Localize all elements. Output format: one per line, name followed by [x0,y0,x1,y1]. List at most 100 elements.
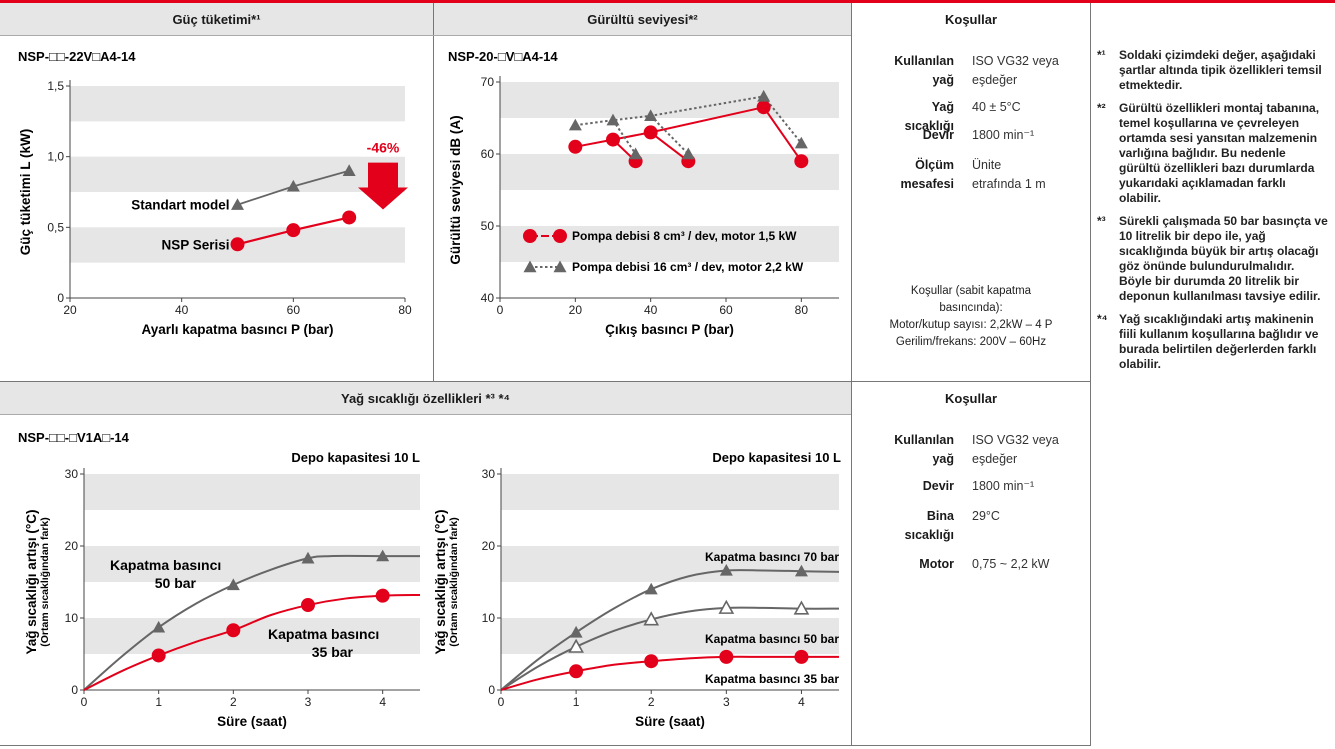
x-tick-label: 4 [379,695,386,709]
data-point [794,649,809,664]
oil-chart-left: 0 1 2 3 4 0 10 20 30 Süre (saat) Yağ sıcaklığı art… [18,430,421,729]
series-curve [500,606,840,691]
condition-key: Motor [919,557,954,571]
y-tick-label: 10 [482,611,496,625]
x-axis-label: Ayarlı kapatma basıncı P (bar) [141,322,333,337]
x-axis-label: Süre (saat) [635,714,705,729]
series-label: 35 bar [312,644,354,660]
data-point [342,210,357,225]
series-label: Kapatma basıncı [268,626,379,642]
chart-subtitle: Depo kapasitesi 10 L [291,450,420,465]
conditions-bottom-header: Koşullar [852,382,1090,414]
data-point [376,549,390,562]
series-label: NSP Serisi [161,237,229,252]
y-tick-label: 50 [481,219,495,233]
y-axis-sublabel: (Ortam sıcaklığından fark) [448,517,460,647]
legend-label: Pompa debisi 16 cm³ / dev, motor 2,2 kW [572,260,804,274]
footer-line: basıncında): [939,302,1003,314]
data-point [629,147,643,160]
x-tick-label: 0 [498,695,505,709]
series-line [575,95,764,127]
footnote-2: *² Gürültü özellikleri montaj tabanına, t… [1097,101,1329,206]
x-tick-label: 20 [569,303,583,317]
grid-band [84,618,420,654]
y-tick-label: 0 [71,683,78,697]
condition-key: Devir [922,479,954,493]
oil-chart-right: 0 1 2 3 4 0 10 20 30 Süre (saat) Yağ sıcaklığı art… [433,450,841,729]
condition-value: 29°C [972,509,1000,523]
data-point [568,118,582,131]
data-point [569,625,583,638]
y-tick-label: 0 [488,683,495,697]
footer-line: Koşullar (sabit kapatma [910,285,1032,297]
grid-band [500,154,839,190]
series-curve [83,554,420,691]
drop-line [650,131,689,162]
legend-label: Pompa debisi 8 cm³ / dev, motor 1,5 kW [572,229,797,243]
footnote-mark: *³ [1097,214,1106,228]
conditions-top: Kullanılan yağ ISO VG32 veya eşdeğer Yağ sıca… [852,36,1090,381]
series-label: Kapatma basıncı 70 bar [705,550,839,564]
y-axis-label: Yağ sıcaklığı artışı (°C) [433,510,448,655]
reduction-arrow [358,162,408,210]
legend-marker [553,229,567,243]
y-tick-label: 0 [57,291,64,305]
y-axis-label: Güç tüketimi L (kW) [18,129,33,256]
data-point [151,648,166,663]
data-point [286,179,300,192]
data-point [681,147,695,160]
data-point [793,600,810,615]
footnote-text: Sürekli çalışmada 50 bar basınçta ve 10 … [1119,214,1328,303]
data-point [342,164,356,176]
data-point [794,154,809,169]
data-point [569,664,584,679]
x-axis-label: Süre (saat) [217,714,287,729]
x-tick-label: 3 [305,695,312,709]
footnote-mark: *¹ [1097,48,1106,62]
x-tick-label: 60 [287,303,301,317]
drop-line [612,119,637,155]
chart-subtitle: Depo kapasitesi 10 L [712,450,841,465]
x-tick-label: 3 [723,695,730,709]
series-curve [83,593,421,691]
y-tick-label: 0,5 [47,220,64,234]
data-point [643,125,658,140]
footer-line: Gerilim/frekans: 200V – 60Hz [895,336,1047,348]
x-tick-label: 0 [81,695,88,709]
annotation-bg [361,138,405,157]
grid-band [70,156,405,192]
conditions-top-footer: Koşullar (sabit kapatma basıncında): Mot… [852,283,1090,351]
data-point [606,132,620,147]
footer-line: Motor/kutup sayısı: 2,2kW – 4 P [889,319,1053,331]
noise-header: Gürültü seviyesi*² [434,3,851,35]
x-tick-label: 2 [648,695,655,709]
legend-marker [523,260,537,273]
y-tick-label: 30 [482,467,496,481]
data-point [719,563,733,576]
chart-title: NSP-□□-22V□A4-14 [18,49,136,64]
legend-marker [523,229,537,243]
data-point [643,611,660,626]
condition-value: Ünite etrafında 1 m [972,158,1046,191]
condition-key: Bina sıcaklığı [904,509,954,542]
x-tick-label: 60 [719,303,733,317]
series-label: Kapatma basıncı 50 bar [705,632,839,646]
data-point [301,598,315,613]
data-point [644,582,658,595]
x-axis-label: Çıkış basıncı P (bar) [605,322,734,337]
data-point [226,623,241,638]
data-point [375,588,390,603]
divider-v3 [1090,3,1091,746]
footnote-text: Soldaki çizimdeki değer, aşağıdaki şartl… [1119,48,1322,92]
power-header: Güç tüketimi*¹ [0,3,433,35]
footnote-mark: *² [1097,101,1106,115]
series-line [575,106,764,148]
condition-value: 1800 min⁻¹ [972,128,1035,142]
x-tick-label: 40 [644,303,658,317]
condition-key: Ölçüm mesafesi [900,158,954,191]
footnotes: *¹ Soldaki çizimdeki değer, aşağıdaki şar… [1097,48,1329,380]
condition-key: Yağ sıcaklığı [904,100,954,133]
conditions-bottom: Kullanılan yağ ISO VG32 veya eşdeğer Devir 18… [852,415,1090,745]
data-point [568,139,583,154]
x-tick-label: 1 [155,695,162,709]
